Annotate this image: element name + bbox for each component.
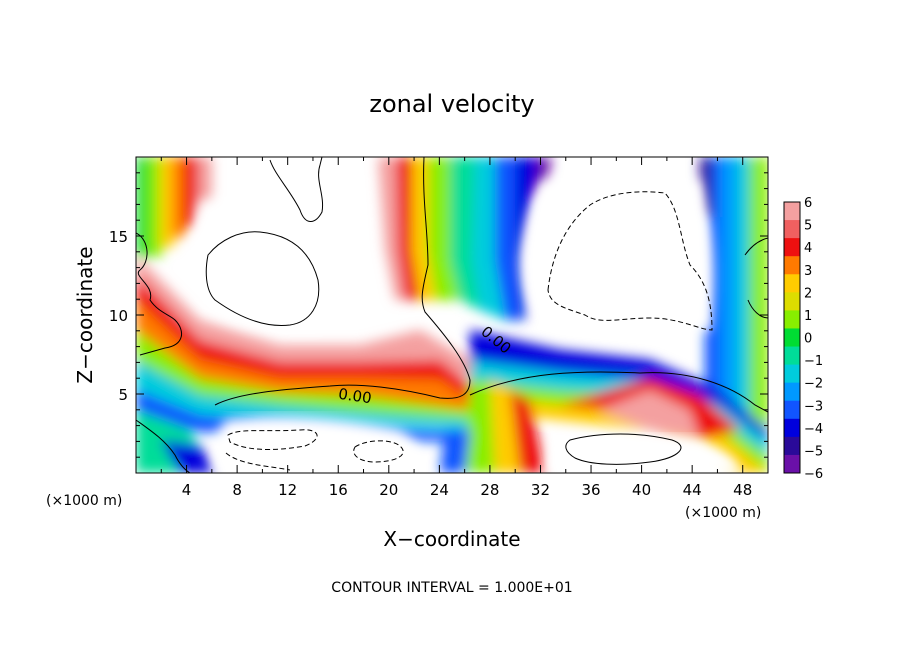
colorbar-label: −5 <box>804 444 823 459</box>
x-tick-label: 20 <box>379 481 398 499</box>
y-tick-label: 5 <box>118 386 128 404</box>
colorbar-label: −6 <box>804 467 823 482</box>
colorbar-swatch <box>784 292 800 311</box>
colorbar-swatch <box>784 220 800 239</box>
colorbar-swatch <box>784 436 800 456</box>
x-axis-tick-labels: 4 8 12 16 20 24 28 32 36 40 44 48 <box>182 481 752 499</box>
colorbar-label: 2 <box>804 286 812 301</box>
x-tick-label: 12 <box>278 481 297 499</box>
x-axis-unit: (×1000 m) <box>685 505 761 521</box>
y-axis-tick-labels: 5 10 15 <box>109 228 128 404</box>
contour-label: 0.00 <box>337 385 373 407</box>
x-axis-ticks <box>160 157 744 473</box>
colorbar-swatch <box>784 238 800 257</box>
y-axis-unit: (×1000 m) <box>46 493 122 509</box>
y-tick-label: 10 <box>109 307 128 325</box>
colorbar-swatch <box>784 274 800 293</box>
colorbar-swatch <box>784 364 800 384</box>
colorbar-label: 3 <box>804 264 812 279</box>
colorbar-label: −4 <box>804 422 823 437</box>
y-axis-ticks <box>136 172 768 458</box>
colorbar-swatch <box>784 328 800 348</box>
contour-interval-note: CONTOUR INTERVAL = 1.000E+01 <box>331 580 572 596</box>
colorbar-label: 4 <box>804 241 812 256</box>
colorbar-swatch <box>784 346 800 366</box>
contour-lines <box>136 157 768 473</box>
colorbar-labels: 6 5 4 3 2 1 0 −1 −2 −3 −4 −5 −6 <box>804 196 823 482</box>
x-tick-label: 16 <box>329 481 348 499</box>
y-axis-label: Z−coordinate <box>73 246 97 383</box>
chart-title: zonal velocity <box>369 90 534 118</box>
colorbar-label: 5 <box>804 219 812 234</box>
dashed-contour-lines <box>225 191 713 471</box>
colorbar-label: −3 <box>804 399 823 414</box>
colorbar-label: −1 <box>804 354 823 369</box>
x-tick-label: 40 <box>632 481 651 499</box>
x-tick-label: 36 <box>581 481 600 499</box>
x-tick-label: 24 <box>430 481 449 499</box>
y-tick-label: 15 <box>109 228 128 246</box>
colorbar-swatch <box>784 400 800 420</box>
velocity-field <box>136 157 768 473</box>
colorbar-swatch <box>784 310 800 329</box>
x-tick-label: 4 <box>182 481 192 499</box>
colorbar-label: −2 <box>804 377 823 392</box>
colorbar-label: 1 <box>804 309 812 324</box>
colorbar-swatch <box>784 382 800 402</box>
colorbar <box>783 201 801 474</box>
colorbar-swatch <box>784 256 800 275</box>
colorbar-swatch <box>784 418 800 438</box>
colorbar-swatch <box>784 202 800 221</box>
x-tick-label: 48 <box>733 481 752 499</box>
x-tick-label: 28 <box>480 481 499 499</box>
x-tick-label: 32 <box>531 481 550 499</box>
colorbar-label: 6 <box>804 196 812 211</box>
colorbar-swatch <box>784 454 800 474</box>
x-tick-label: 44 <box>683 481 702 499</box>
colorbar-frame <box>783 201 801 474</box>
x-axis-label: X−coordinate <box>383 527 520 551</box>
colorbar-label: 0 <box>804 332 812 347</box>
x-tick-label: 8 <box>232 481 242 499</box>
